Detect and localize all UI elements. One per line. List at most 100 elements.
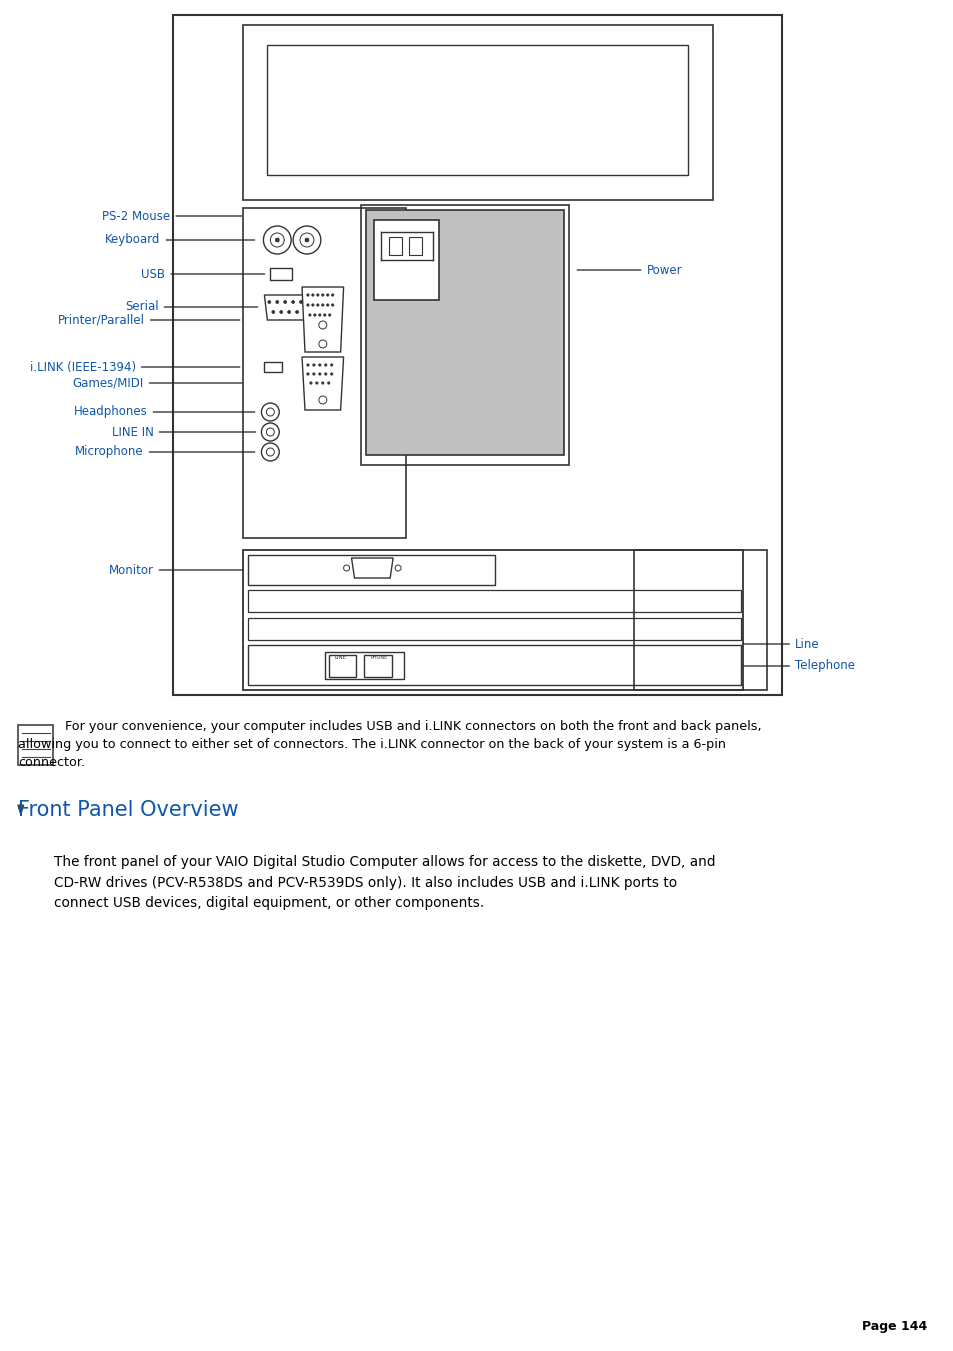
Bar — [242, 550, 741, 690]
Bar — [409, 236, 421, 255]
Circle shape — [310, 382, 312, 384]
Text: LINE: LINE — [335, 655, 347, 661]
Text: Games/MIDI: Games/MIDI — [72, 377, 144, 389]
Circle shape — [343, 565, 349, 571]
Text: allowing you to connect to either set of connectors. The i.LINK connector on the: allowing you to connect to either set of… — [18, 738, 725, 751]
Circle shape — [261, 423, 279, 440]
Circle shape — [292, 300, 294, 304]
Circle shape — [275, 300, 278, 304]
Bar — [633, 550, 766, 690]
Bar — [247, 590, 740, 612]
Circle shape — [316, 293, 318, 296]
Polygon shape — [302, 286, 343, 353]
Text: Page 144: Page 144 — [861, 1320, 926, 1333]
Circle shape — [307, 304, 309, 307]
Circle shape — [318, 313, 321, 316]
Bar — [324, 653, 403, 680]
Circle shape — [324, 373, 327, 376]
Bar — [366, 209, 564, 455]
Circle shape — [305, 238, 309, 242]
Bar — [173, 15, 781, 694]
Bar — [374, 220, 438, 300]
Text: Monitor: Monitor — [109, 563, 153, 577]
Polygon shape — [302, 357, 343, 409]
Circle shape — [261, 403, 279, 422]
Text: PHONE: PHONE — [370, 655, 387, 661]
Text: The front panel of your VAIO Digital Studio Computer allows for access to the di: The front panel of your VAIO Digital Stu… — [54, 855, 715, 911]
Circle shape — [321, 304, 324, 307]
Polygon shape — [351, 558, 393, 578]
Text: Telephone: Telephone — [794, 659, 854, 673]
Circle shape — [321, 382, 324, 384]
Bar — [247, 644, 740, 685]
Text: For your convenience, your computer includes USB and i.LINK connectors on both t: For your convenience, your computer incl… — [61, 720, 761, 734]
Circle shape — [318, 363, 321, 366]
Circle shape — [314, 313, 315, 316]
Circle shape — [307, 293, 309, 296]
Circle shape — [313, 373, 314, 376]
Circle shape — [324, 363, 327, 366]
Circle shape — [330, 363, 333, 366]
Polygon shape — [18, 805, 24, 815]
Bar — [361, 205, 569, 465]
Circle shape — [326, 304, 329, 307]
Bar — [247, 617, 740, 640]
Circle shape — [318, 373, 321, 376]
Bar — [364, 655, 392, 677]
Circle shape — [288, 311, 291, 313]
Circle shape — [307, 373, 309, 376]
Text: Microphone: Microphone — [75, 446, 144, 458]
Circle shape — [318, 396, 327, 404]
Circle shape — [309, 313, 311, 316]
Circle shape — [316, 304, 318, 307]
Bar — [389, 236, 401, 255]
Circle shape — [318, 322, 327, 330]
Circle shape — [283, 300, 286, 304]
Circle shape — [327, 382, 330, 384]
Circle shape — [263, 226, 291, 254]
Polygon shape — [264, 295, 310, 320]
Text: Front Panel Overview: Front Panel Overview — [18, 800, 238, 820]
Circle shape — [312, 304, 314, 307]
Circle shape — [332, 304, 334, 307]
Text: i.LINK (IEEE-1394): i.LINK (IEEE-1394) — [30, 361, 135, 373]
Bar — [329, 655, 356, 677]
Text: Serial: Serial — [125, 300, 158, 313]
Circle shape — [272, 311, 274, 313]
Circle shape — [275, 238, 279, 242]
Circle shape — [318, 340, 327, 349]
Bar — [247, 555, 495, 585]
Bar — [264, 362, 282, 372]
Circle shape — [295, 311, 298, 313]
Circle shape — [293, 226, 320, 254]
Bar — [267, 45, 687, 176]
Bar — [242, 26, 712, 200]
Bar — [242, 208, 406, 538]
Text: Power: Power — [646, 263, 681, 277]
Circle shape — [315, 382, 317, 384]
Circle shape — [330, 373, 333, 376]
Circle shape — [395, 565, 400, 571]
Circle shape — [299, 300, 302, 304]
Circle shape — [268, 300, 271, 304]
Text: Printer/Parallel: Printer/Parallel — [57, 313, 145, 327]
Circle shape — [332, 293, 334, 296]
Circle shape — [307, 363, 309, 366]
Text: PS-2 Mouse: PS-2 Mouse — [102, 209, 171, 223]
Text: USB: USB — [141, 267, 165, 281]
Circle shape — [279, 311, 282, 313]
Circle shape — [312, 293, 314, 296]
Bar — [18, 725, 53, 765]
Text: LINE IN: LINE IN — [112, 426, 153, 439]
Circle shape — [261, 443, 279, 461]
Text: Headphones: Headphones — [73, 405, 148, 419]
Text: connector.: connector. — [18, 757, 85, 769]
Circle shape — [313, 363, 314, 366]
Bar — [270, 267, 292, 280]
Text: Line: Line — [794, 638, 819, 650]
Text: Keyboard: Keyboard — [105, 234, 160, 246]
Circle shape — [323, 313, 326, 316]
Circle shape — [328, 313, 331, 316]
Circle shape — [326, 293, 329, 296]
Circle shape — [321, 293, 324, 296]
